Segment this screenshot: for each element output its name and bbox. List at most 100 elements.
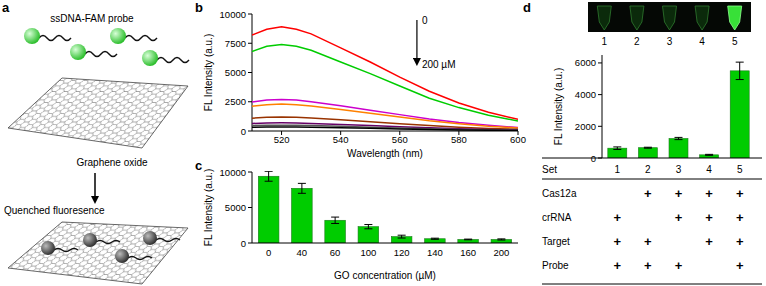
y-tick-label: 5000 [225, 67, 246, 78]
x-tick-label: 160 [460, 247, 476, 258]
spectrum-line [252, 127, 518, 131]
photo-label: 2 [634, 36, 640, 47]
table-cell: + [614, 210, 622, 225]
error-bar [364, 225, 372, 229]
y-tick-label: 0 [241, 238, 246, 249]
x-tick-label: 60 [330, 247, 341, 258]
table-cell: + [614, 258, 622, 273]
panel-letter: a [2, 0, 10, 15]
bar [292, 188, 313, 243]
error-bar [398, 235, 406, 238]
y-tick [598, 62, 602, 63]
y-tick [598, 94, 602, 95]
y-tick-label: 0 [241, 126, 246, 137]
y-tick [248, 72, 252, 73]
panel-d: d0200040006000FL Intensity (a.u.)Set1234… [523, 0, 762, 284]
bars [258, 171, 511, 243]
y-axis [602, 55, 603, 158]
table-line [542, 158, 602, 159]
error-bar [431, 238, 439, 239]
table-line [542, 179, 762, 180]
photo-label: 4 [699, 36, 705, 47]
spectrum-line [252, 123, 518, 130]
table-row-label: Probe [542, 260, 569, 271]
spectrum-line [252, 125, 518, 130]
annotation: 200 µM [422, 59, 456, 70]
x-axis [252, 243, 518, 244]
table-cell: + [644, 186, 652, 201]
x-axis [602, 158, 755, 159]
table-line [542, 284, 762, 285]
bar [458, 239, 479, 243]
error-bar [298, 183, 306, 193]
table-cell: + [675, 210, 683, 225]
x-tick-label: 120 [394, 247, 410, 258]
table-row-label: Cas12a [542, 188, 577, 199]
table-cell: + [736, 186, 744, 201]
ssdna [125, 36, 157, 41]
quenched-sphere [143, 231, 157, 245]
x-tick-label: 3 [676, 164, 682, 175]
arrow [94, 173, 96, 200]
photo-label: 1 [602, 36, 608, 47]
y-tick-label: 7500 [225, 38, 246, 49]
y-tick [248, 43, 252, 44]
ssdna [39, 36, 71, 41]
sheet-label: Graphene oxide [76, 157, 148, 168]
table-cell: + [736, 258, 744, 273]
x-tick-label: 4 [706, 164, 712, 175]
table-cell: + [705, 210, 713, 225]
panel-c: c0500010000FL Intensity (a.u.)0406010012… [195, 158, 518, 281]
spectrum-line [252, 44, 518, 121]
tube-photo [588, 2, 751, 32]
x-axis-label: GO concentration (µM) [334, 270, 436, 281]
bar [491, 239, 512, 243]
tube [728, 6, 742, 30]
panel-letter: b [195, 0, 203, 15]
tube [630, 6, 644, 30]
lines [252, 27, 518, 131]
tube [663, 6, 677, 30]
ssdna [128, 257, 152, 260]
y-tick [248, 131, 252, 132]
figure: a ssDNA-FAM probe Graphene oxide Quenched f… [0, 0, 766, 286]
tube [695, 6, 709, 30]
x-tick-label: 540 [333, 134, 349, 145]
panel-b: b025005000750010000FL Intensity (a.u.)52… [195, 0, 526, 159]
y-tick-label: 5000 [225, 202, 246, 213]
probe-label: ssDNA-FAM probe [50, 13, 134, 24]
table-cell: + [644, 234, 652, 249]
y-tick-label: 4000 [575, 89, 596, 100]
bar [669, 139, 688, 158]
error-bar [675, 137, 683, 139]
error-bar [613, 147, 621, 150]
tube [597, 6, 611, 30]
error-bar [644, 147, 652, 149]
table-cell: + [736, 234, 744, 249]
y-axis-label: FL Intensity (a.u.) [203, 34, 214, 111]
x-tick-label: 2 [645, 164, 651, 175]
ssdna [85, 52, 117, 57]
y-axis-label: FL Intensity (a.u.) [553, 68, 564, 145]
fam-sphere [142, 50, 158, 66]
graphene-sheet [8, 222, 188, 284]
x-tick-label: 200 [493, 247, 509, 258]
panel-letter: c [195, 158, 202, 173]
table-row-label: Target [542, 236, 570, 247]
table-cell: + [644, 258, 652, 273]
y-tick [248, 207, 252, 208]
fam-sphere [110, 28, 126, 44]
bar [258, 176, 279, 243]
table-cell: + [675, 258, 683, 273]
quenched-sphere [115, 249, 129, 263]
result-label: Quenched fluoresence [4, 205, 105, 216]
spectrum-line [252, 104, 518, 128]
x-tick-label: 1 [615, 164, 621, 175]
table-cell: + [705, 234, 713, 249]
error-bar [331, 217, 339, 223]
y-tick-label: 6000 [575, 57, 596, 68]
x-tick-label: 140 [427, 247, 443, 258]
table-cell: + [705, 186, 713, 201]
y-tick [248, 172, 252, 173]
y-tick-label: 10000 [220, 167, 246, 178]
